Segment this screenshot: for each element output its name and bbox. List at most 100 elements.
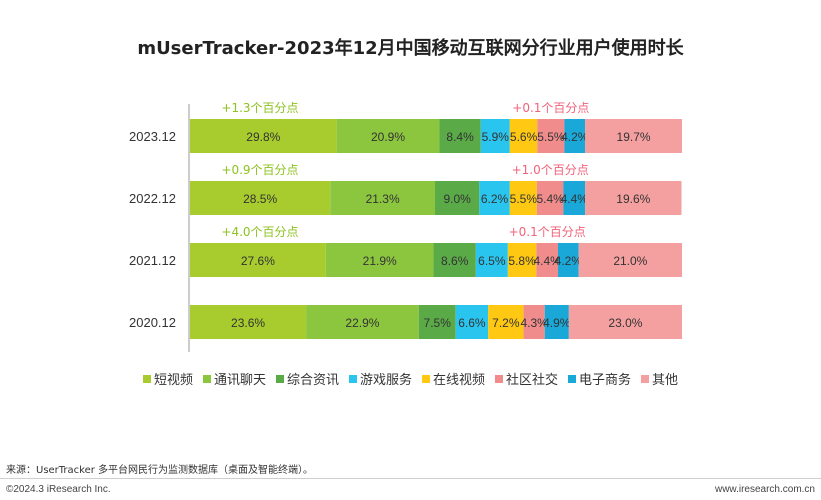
category-label: 2022.12 [129,191,176,206]
bar-segment [330,181,436,215]
data-label: 29.8% [246,130,280,144]
bar-segment [558,243,579,277]
data-label: 4.9% [543,316,571,330]
bar-segment [336,119,440,153]
data-label: 5.8% [508,254,536,268]
bar-segment [578,243,682,277]
change-annotation: +4.0个百分点 [221,225,298,239]
legend-swatch [275,374,284,383]
bar-segment [585,181,682,215]
data-label: 19.7% [617,130,651,144]
data-label: 22.9% [345,316,379,330]
legend-swatch [422,374,430,383]
bar-segment [536,181,564,215]
bar-segment [418,305,456,339]
bar-segment [480,119,510,153]
bar-segment [568,305,682,339]
copyright-text: ©2024.3 iResearch Inc. [6,484,111,495]
bar-segment [190,243,326,277]
legend-label: 短视频 [153,373,193,388]
bar-segment [190,119,337,153]
legend-swatch [495,374,504,383]
change-annotation: +0.1个百分点 [512,101,589,115]
bar-segment [563,181,586,215]
legend-swatch [202,374,211,383]
data-label: 4.2% [561,130,589,144]
data-label: 20.9% [371,130,405,144]
data-label: 23.6% [231,316,265,330]
bar-segment [433,243,476,277]
chart-legend: 短视频 通讯聊天 综合资讯 游戏服务 在线视频 社区社交 电子商务 其他 [0,369,821,388]
bar-segment [190,305,307,339]
footer-divider [0,478,821,479]
data-label: 8.6% [441,254,469,268]
data-label: 4.2% [555,254,583,268]
data-label: 4.4% [534,254,562,268]
data-label: 5.9% [482,130,510,144]
legend-label: 社区社交 [506,373,559,388]
data-label: 6.2% [481,192,509,206]
legend-swatch [142,374,151,383]
bar-segment [523,305,545,339]
bar-segment [564,119,586,153]
legend-swatch [348,374,357,383]
bar-segment [585,119,682,153]
data-label: 7.5% [424,316,452,330]
website-url: www.iresearch.com.cn [714,484,815,495]
legend-item: 社区社交 [495,369,558,388]
legend-swatch [641,374,650,383]
category-label: 2020.12 [129,315,176,330]
legend-item: 通讯聊天 [202,369,266,388]
change-annotation: +0.1个百分点 [509,225,586,239]
source-note: 来源：UserTracker 多平台网民行为监测数据库（桌面及智能终端）。 [6,465,314,476]
data-label: 4.3% [520,316,548,330]
legend-item: 其他 [641,369,678,388]
bar-segment [509,119,538,153]
bar-segment [509,181,537,215]
data-label: 5.6% [510,130,538,144]
legend-label: 在线视频 [433,373,486,388]
bar-segment [479,181,510,215]
chart-title: mUserTracker-2023年12月中国移动互联网分行业用户使用时长 [137,38,684,59]
legend-label: 综合资讯 [286,373,339,388]
change-annotation: +0.9个百分点 [221,163,298,177]
data-label: 5.5% [537,130,565,144]
legend-item: 电子商务 [568,369,631,388]
data-label: 21.9% [363,254,397,268]
category-label: 2023.12 [129,129,176,144]
legend-swatch [568,374,577,383]
data-label: 9.0% [443,192,471,206]
change-annotation: +1.0个百分点 [512,163,589,177]
data-label: 7.2% [492,316,520,330]
data-label: 21.0% [613,254,647,268]
category-label: 2021.12 [129,253,176,268]
bar-segment [507,243,537,277]
bar-segment [325,243,434,277]
legend-item: 综合资讯 [275,369,339,388]
bar-segment [439,119,481,153]
stacked-bar-chart: 2023.12 29.8% 20.9% 8.4% 5.9% 5.6% 5.5%4.2% 19.… [129,101,682,352]
data-label: 21.3% [366,192,400,206]
bar-segment [488,305,524,339]
data-label: 8.4% [446,130,474,144]
bar-segment [537,119,565,153]
bar-segment [536,243,559,277]
legend-item: 游戏服务 [348,369,412,388]
bar-segment [306,305,419,339]
legend-label: 通讯聊天 [213,373,266,388]
data-label: 27.6% [241,254,275,268]
legend-label: 游戏服务 [359,373,412,388]
legend-label: 电子商务 [579,373,632,388]
data-label: 23.0% [608,316,642,330]
change-annotation: +1.3个百分点 [221,101,298,115]
data-label: 28.5% [243,192,277,206]
data-label: 6.5% [478,254,506,268]
data-label: 6.6% [458,316,486,330]
legend-item: 短视频 [142,369,193,388]
bar-segment [475,243,508,277]
bar-segment [435,181,480,215]
data-label: 4.4% [561,192,589,206]
data-label: 19.6% [616,192,650,206]
legend-label: 其他 [652,373,679,388]
data-label: 5.5% [510,192,538,206]
